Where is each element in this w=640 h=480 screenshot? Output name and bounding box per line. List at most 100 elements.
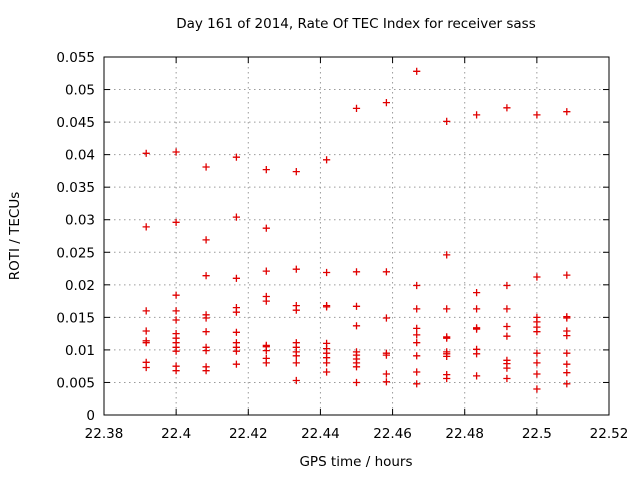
data-point [232,328,240,336]
y-tick-label: 0.02 [65,278,95,294]
data-point [413,352,421,360]
data-point [473,305,481,313]
data-point [172,307,180,315]
data-point [202,328,210,336]
data-point [533,359,541,367]
data-point [503,364,511,372]
data-point [202,367,210,375]
data-point [503,281,511,290]
y-tick-label: 0.03 [65,213,95,229]
data-point [503,332,511,340]
data-point [382,351,390,359]
data-point [262,297,270,305]
data-point [413,380,421,388]
data-point [262,359,270,367]
data-point [473,350,481,358]
data-point [443,374,451,383]
data-point [503,104,511,112]
y-tick-label: 0.01 [65,343,95,359]
y-tick-label: 0.04 [65,148,95,164]
data-point [533,111,541,119]
data-point [142,223,150,231]
tick-labels: 22.38 22.4 22.42 22.44 22.46 22.48 22.5 22.52 0 0… [56,50,628,442]
data-point [262,267,270,275]
data-point [533,370,541,378]
data-point [563,360,571,368]
data-point [142,327,150,335]
data-point [202,163,210,171]
axis-ticks [103,56,610,416]
data-point [443,305,451,313]
data-point [323,303,331,311]
data-point [232,274,240,282]
data-point [413,305,421,313]
data-point [323,268,331,277]
data-point [443,352,451,360]
data-point [563,369,571,377]
y-axis-label: ROTI / TECUs [7,192,23,280]
border-rect [103,56,610,416]
data-point [563,314,571,322]
x-tick-label: 22.44 [301,426,340,442]
x-tick-label: 22.46 [373,426,412,442]
x-axis-label: GPS time / hours [299,454,412,470]
data-point [413,339,421,347]
data-points [142,67,571,393]
data-point [142,339,150,347]
data-point [443,251,451,259]
data-point [172,367,180,375]
y-tick-label: 0.035 [56,180,95,196]
y-tick-label: 0.045 [56,115,95,131]
data-point [172,148,180,156]
data-point [352,378,361,387]
data-point [503,374,511,383]
y-tick-label: 0.015 [56,310,95,326]
data-point [413,331,421,339]
data-point [473,372,481,380]
data-point [323,359,331,367]
data-point [262,224,270,232]
data-point [352,268,361,276]
data-point [563,108,571,116]
data-point [352,104,361,112]
data-point [382,268,390,276]
data-point [533,349,541,357]
data-point [352,363,361,371]
data-point [323,368,331,376]
plot-border [103,56,610,416]
data-point [202,236,210,244]
y-tick-label: 0.05 [65,83,95,99]
data-point [352,302,361,310]
data-point [232,347,240,355]
data-point [172,316,180,324]
data-point [382,99,390,107]
x-tick-label: 22.52 [590,426,629,442]
y-tick-label: 0.025 [56,245,95,261]
data-point [352,322,361,330]
data-point [503,322,511,331]
x-tick-label: 22.4 [161,426,191,442]
x-tick-label: 22.48 [445,426,484,442]
data-point [563,332,571,340]
data-point [473,325,481,333]
data-point [533,328,541,336]
data-point [533,385,541,393]
data-point [232,360,240,368]
gridlines [104,57,609,415]
data-point [563,271,571,279]
data-point [382,370,390,378]
y-tick-label: 0 [86,408,95,424]
data-point [142,307,150,315]
y-tick-label: 0.005 [56,375,95,391]
data-point [563,380,571,388]
data-point [292,306,300,314]
chart-title: Day 161 of 2014, Rate Of TEC Index for r… [176,16,536,32]
y-tick-label: 0.055 [56,50,95,66]
data-point [503,305,511,313]
x-tick-label: 22.42 [229,426,268,442]
data-point [413,67,421,75]
data-point [292,265,300,273]
data-point [142,149,150,157]
data-point [443,334,451,342]
